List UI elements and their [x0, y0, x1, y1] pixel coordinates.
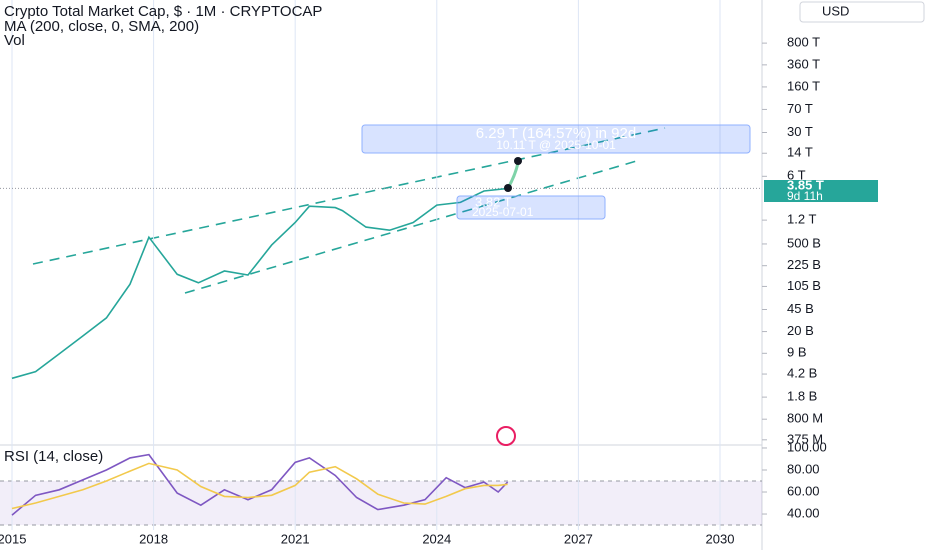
y-tick-label: 30 T — [787, 124, 813, 139]
y-tick-label: 6 T — [787, 168, 806, 183]
currency-box[interactable] — [799, 1, 925, 23]
currency[interactable]: USD — [822, 3, 849, 18]
rsi-band — [0, 481, 762, 526]
y-tick-label: 9 B — [787, 345, 807, 360]
x-tick-label: 2018 — [139, 531, 168, 546]
x-tick-label: 2015 — [0, 531, 26, 546]
chart-title: Crypto Total Market Cap, $ · 1M · CRYPTO… — [4, 3, 322, 20]
start-date: 2025-07-01 — [472, 205, 534, 219]
last-price: 3.85 T — [787, 177, 824, 192]
series-line — [11, 453, 509, 516]
rsi-title: RSI (14, close) — [4, 448, 103, 465]
y-tick-label: 360 T — [787, 56, 820, 71]
y-tick-label: 800 M — [787, 411, 823, 426]
projection-text: 6.29 T (164.57%) in 92d — [476, 125, 636, 142]
y-tick-label: 375 M — [787, 431, 823, 446]
x-tick-label: 2024 — [422, 531, 451, 546]
y-tick-label: 14 T — [787, 145, 813, 160]
channel-upper — [32, 127, 666, 265]
x-tick-label: 2027 — [564, 531, 593, 546]
y-tick-label: 100.00 — [787, 439, 827, 454]
x-tick-label: 2030 — [706, 531, 735, 546]
y-tick-label: 800 T — [787, 35, 820, 50]
y-tick-label: 225 B — [787, 257, 821, 272]
series-line — [11, 187, 508, 380]
y-tick-label: 45 B — [787, 301, 814, 316]
x-tick-label: 2021 — [281, 531, 310, 546]
y-tick-label: 4.2 B — [787, 365, 817, 380]
y-tick-label: 20 B — [787, 323, 814, 338]
start-box[interactable] — [456, 195, 606, 220]
target-point — [514, 157, 522, 165]
channel — [32, 127, 666, 294]
y-tick-label: 70 T — [787, 101, 813, 116]
projection-box[interactable] — [361, 124, 751, 154]
y-tick-label: 1.8 B — [787, 389, 817, 404]
y-tick-label: 1.2 T — [787, 212, 816, 227]
start-point — [504, 184, 512, 192]
projection-target: 10.11 T @ 2025-10-01 — [496, 138, 616, 152]
y-tick-label: 40.00 — [787, 505, 820, 520]
indicator-ma: MA (200, close, 0, SMA, 200) — [4, 18, 199, 35]
y-tick-label: 105 B — [787, 278, 821, 293]
y-tick-label: 500 B — [787, 235, 821, 250]
y-tick-label: 160 T — [787, 78, 820, 93]
start-price: 3.82 T — [475, 194, 512, 209]
y-tick-label: 60.00 — [787, 483, 820, 498]
series-line — [11, 462, 508, 510]
logo-icon[interactable] — [496, 426, 516, 446]
last-price-tag — [764, 180, 878, 202]
countdown: 9d 11h — [787, 189, 823, 203]
indicator-vol: Vol — [4, 32, 25, 49]
y-tick-label: 80.00 — [787, 461, 820, 476]
channel-lower — [184, 159, 641, 294]
